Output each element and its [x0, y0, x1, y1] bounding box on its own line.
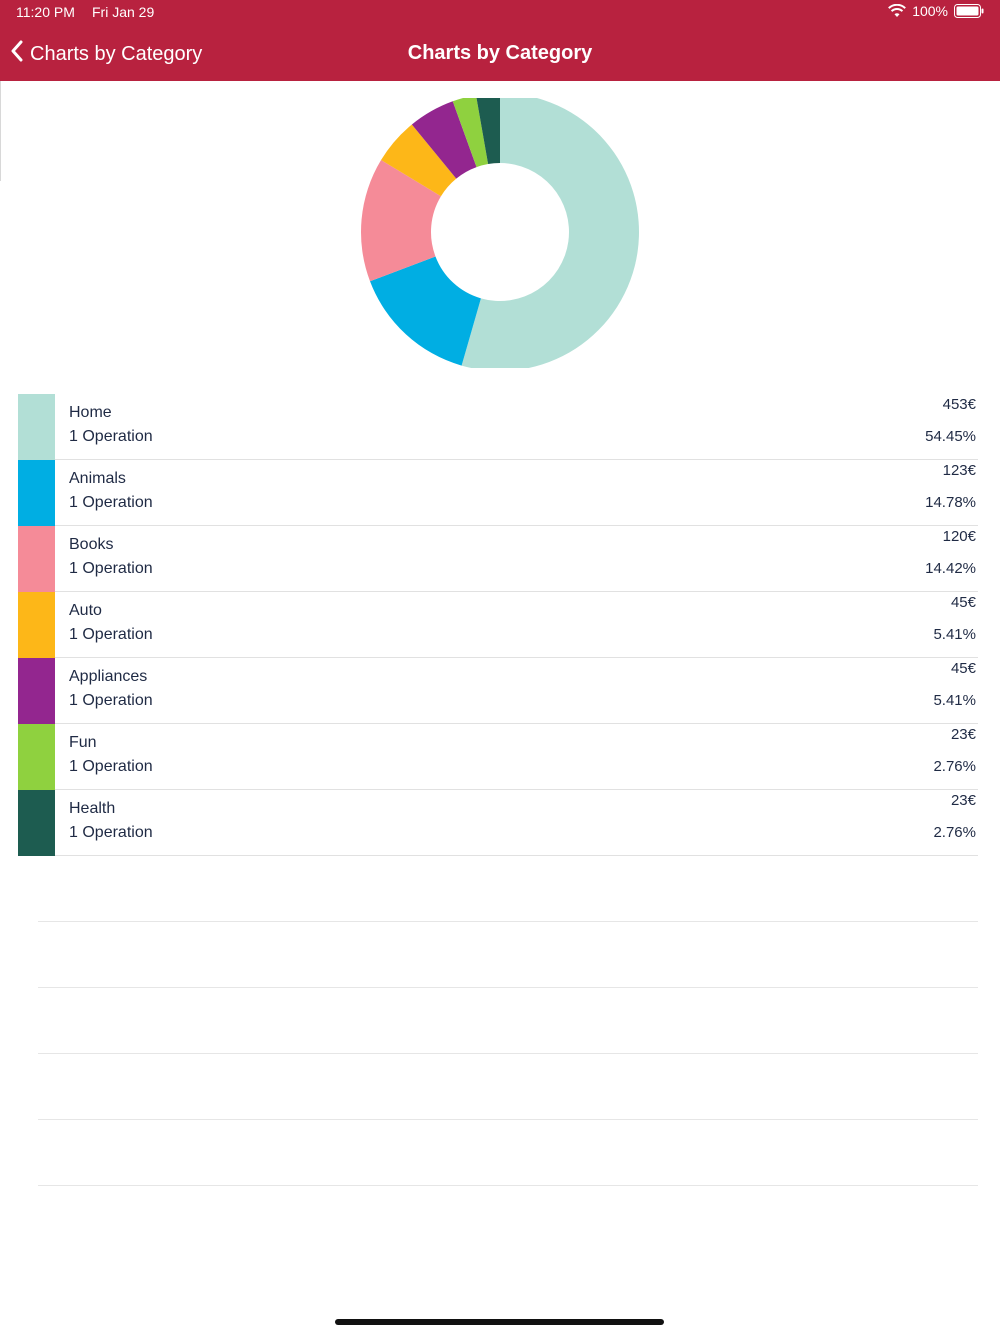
category-color-swatch	[18, 724, 55, 790]
category-color-swatch	[18, 460, 55, 526]
donut-chart-svg	[361, 93, 639, 371]
category-row[interactable]: Health 1 Operation 23€ 2.76%	[18, 790, 978, 856]
divider	[38, 1185, 978, 1186]
page-title: Charts by Category	[407, 42, 593, 64]
divider	[55, 459, 978, 460]
category-amount: 45€	[950, 594, 976, 611]
donut-slice-appliances	[411, 101, 477, 179]
category-list: Home 1 Operation 453€ 54.45% Animals 1 Operat…	[18, 394, 978, 856]
donut-slice-auto	[381, 124, 457, 197]
category-percent: 14.78%	[925, 494, 976, 511]
donut-slice-home	[461, 93, 639, 371]
back-button[interactable]: Charts by Category	[10, 38, 202, 70]
status-right: 100%	[888, 3, 984, 19]
header: 11:20 PM Fri Jan 29 100%	[0, 0, 1000, 81]
back-button-label: Charts by Category	[30, 42, 203, 65]
battery-percent: 100%	[912, 3, 948, 19]
category-name: Animals	[69, 470, 126, 487]
category-operations: 1 Operation	[69, 692, 153, 709]
category-amount: 23€	[950, 726, 976, 743]
category-row[interactable]: Appliances 1 Operation 45€ 5.41%	[18, 658, 978, 724]
category-name: Auto	[69, 602, 102, 619]
status-bar: 11:20 PM Fri Jan 29 100%	[0, 0, 1000, 24]
donut-slice-health	[476, 93, 500, 165]
divider	[55, 723, 978, 724]
category-row[interactable]: Home 1 Operation 453€ 54.45%	[18, 394, 978, 460]
category-operations: 1 Operation	[69, 824, 153, 841]
divider	[55, 591, 978, 592]
category-percent: 5.41%	[933, 626, 976, 643]
category-name: Appliances	[69, 668, 148, 685]
category-amount: 453€	[942, 396, 976, 413]
divider	[38, 1053, 978, 1054]
category-amount: 120€	[942, 528, 976, 545]
wifi-icon	[888, 4, 907, 18]
category-operations: 1 Operation	[69, 758, 153, 775]
donut-chart	[355, 93, 645, 371]
category-operations: 1 Operation	[69, 626, 153, 643]
category-percent: 2.76%	[933, 824, 976, 841]
category-name: Health	[69, 800, 116, 817]
divider	[38, 921, 978, 922]
nav-bar: Charts by Category Charts by Category	[0, 28, 1000, 78]
category-operations: 1 Operation	[69, 428, 153, 445]
status-date: Fri Jan 29	[92, 4, 155, 20]
category-amount: 23€	[950, 792, 976, 809]
category-amount: 45€	[950, 660, 976, 677]
category-name: Books	[69, 536, 114, 553]
category-operations: 1 Operation	[69, 494, 153, 511]
category-name: Home	[69, 404, 112, 421]
category-operations: 1 Operation	[69, 560, 153, 577]
divider	[0, 81, 1, 181]
category-percent: 54.45%	[925, 428, 976, 445]
category-percent: 14.42%	[925, 560, 976, 577]
category-color-swatch	[18, 526, 55, 592]
category-name: Fun	[69, 734, 97, 751]
donut-slice-books	[361, 160, 441, 282]
category-color-swatch	[18, 790, 55, 856]
category-color-swatch	[18, 658, 55, 724]
divider	[55, 657, 978, 658]
divider	[55, 855, 978, 856]
chevron-left-icon	[10, 40, 24, 68]
category-row[interactable]: Fun 1 Operation 23€ 2.76%	[18, 724, 978, 790]
category-percent: 2.76%	[933, 758, 976, 775]
category-row[interactable]: Animals 1 Operation 123€ 14.78%	[18, 460, 978, 526]
status-time: 11:20 PM	[16, 4, 75, 20]
divider	[38, 987, 978, 988]
category-amount: 123€	[942, 462, 976, 479]
divider	[55, 525, 978, 526]
category-percent: 5.41%	[933, 692, 976, 709]
donut-slice-animals	[370, 256, 481, 366]
divider	[38, 1119, 978, 1120]
battery-icon	[954, 4, 984, 18]
category-row[interactable]: Books 1 Operation 120€ 14.42%	[18, 526, 978, 592]
category-color-swatch	[18, 394, 55, 460]
divider	[55, 789, 978, 790]
donut-slice-fun	[452, 95, 489, 168]
home-indicator	[335, 1319, 664, 1325]
category-color-swatch	[18, 592, 55, 658]
category-row[interactable]: Auto 1 Operation 45€ 5.41%	[18, 592, 978, 658]
